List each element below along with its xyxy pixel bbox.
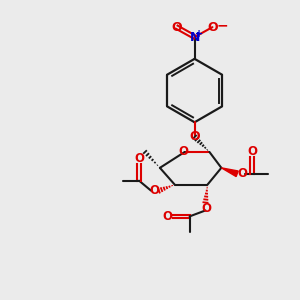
Text: O: O — [149, 184, 159, 197]
Text: O: O — [247, 146, 257, 158]
Text: O: O — [189, 130, 200, 142]
Text: O: O — [134, 152, 144, 165]
Text: +: + — [196, 29, 204, 39]
Text: O: O — [163, 210, 173, 223]
Text: O: O — [202, 202, 212, 215]
Text: −: − — [217, 18, 228, 32]
Text: N: N — [189, 31, 200, 44]
Text: O: O — [179, 146, 189, 158]
Text: O: O — [171, 21, 182, 34]
Text: O: O — [207, 21, 218, 34]
Polygon shape — [221, 168, 238, 177]
Text: O: O — [237, 167, 247, 180]
